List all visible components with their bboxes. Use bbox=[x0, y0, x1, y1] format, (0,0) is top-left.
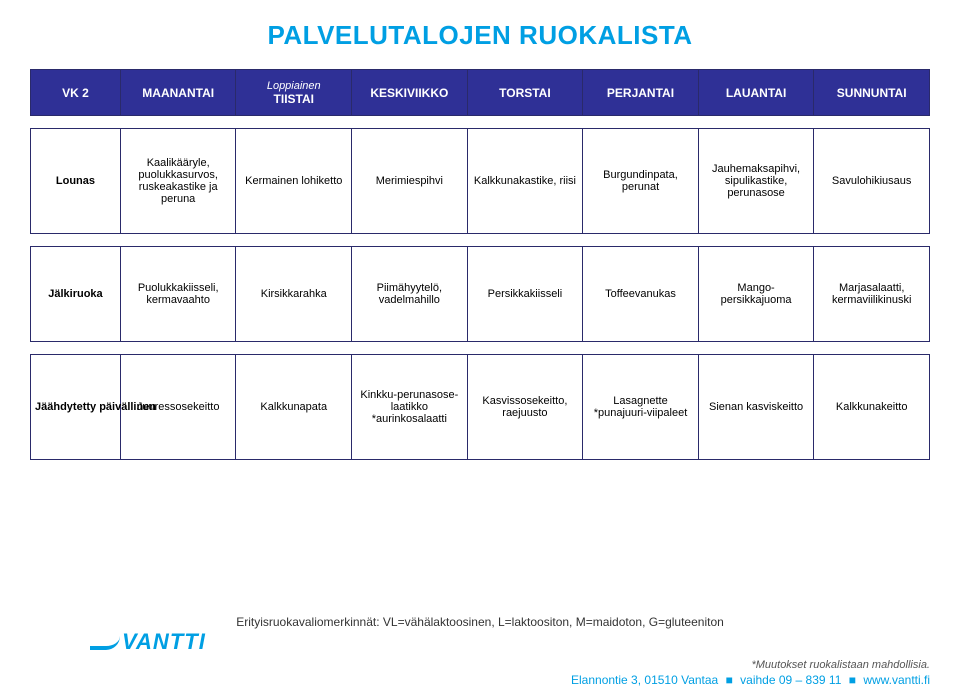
cell: Toffeevanukas bbox=[583, 247, 699, 342]
cell: Kermainen lohiketto bbox=[236, 129, 352, 234]
vantti-logo: VANTTI bbox=[90, 629, 206, 655]
cell: Kasvissosekeitto, raejuusto bbox=[467, 355, 583, 460]
day-thu: TORSTAI bbox=[467, 70, 583, 116]
day-tue: LoppiainenTIISTAI bbox=[236, 70, 352, 116]
day-sun: SUNNUNTAI bbox=[814, 70, 930, 116]
diet-legend: Erityisruokavaliomerkinnät: VL=vähälakto… bbox=[30, 615, 930, 629]
menu-table: VK 2 MAANANTAI LoppiainenTIISTAI KESKIVI… bbox=[30, 69, 930, 460]
cell: Piimähyytelö, vadelmahillo bbox=[352, 247, 468, 342]
page-title: PALVELUTALOJEN RUOKALISTA bbox=[30, 20, 930, 51]
cell: Burgundinpata, perunat bbox=[583, 129, 699, 234]
row-lounas: Lounas Kaalikääryle, puolukkasurvos, rus… bbox=[31, 129, 930, 234]
cell: Kinkku-perunasose-laatikko *aurinkosalaa… bbox=[352, 355, 468, 460]
cell: Persikkakiisseli bbox=[467, 247, 583, 342]
cell: Kalkkunakeitto bbox=[814, 355, 930, 460]
day-fri: PERJANTAI bbox=[583, 70, 699, 116]
row-jalkiruoka: Jälkiruoka Puolukkakiisseli, kermavaahto… bbox=[31, 247, 930, 342]
row-label: Jälkiruoka bbox=[31, 247, 121, 342]
cell: Savulohikiusaus bbox=[814, 129, 930, 234]
cell: Mango-persikkajuoma bbox=[698, 247, 814, 342]
row-jaahdytetty: Jäähdytetty päivällinen Juuressosekeitto… bbox=[31, 355, 930, 460]
cell: Juuressosekeitto bbox=[120, 355, 236, 460]
cell: Lasagnette *punajuuri-viipaleet bbox=[583, 355, 699, 460]
cell: Kalkkunapata bbox=[236, 355, 352, 460]
day-mon: MAANANTAI bbox=[120, 70, 236, 116]
cell: Jauhemaksapihvi, sipulikastike, perunaso… bbox=[698, 129, 814, 234]
header-row: VK 2 MAANANTAI LoppiainenTIISTAI KESKIVI… bbox=[31, 70, 930, 116]
row-label: Lounas bbox=[31, 129, 121, 234]
week-cell: VK 2 bbox=[31, 70, 121, 116]
cell: Kaalikääryle, puolukkasurvos, ruskeakast… bbox=[120, 129, 236, 234]
cell: Kalkkunakastike, riisi bbox=[467, 129, 583, 234]
day-wed: KESKIVIIKKO bbox=[352, 70, 468, 116]
swoosh-icon bbox=[90, 636, 120, 650]
day-sat: LAUANTAI bbox=[698, 70, 814, 116]
cell: Marjasalaatti, kermaviilikinuski bbox=[814, 247, 930, 342]
contact: Elannontie 3, 01510 Vantaa ■ vaihde 09 –… bbox=[30, 673, 930, 687]
cell: Puolukkakiisseli, kermavaahto bbox=[120, 247, 236, 342]
row-label: Jäähdytetty päivällinen bbox=[31, 355, 121, 460]
cell: Sienan kasviskeitto bbox=[698, 355, 814, 460]
note: *Muutokset ruokalistaan mahdollisia. bbox=[30, 659, 930, 671]
cell: Kirsikkarahka bbox=[236, 247, 352, 342]
cell: Merimiespihvi bbox=[352, 129, 468, 234]
